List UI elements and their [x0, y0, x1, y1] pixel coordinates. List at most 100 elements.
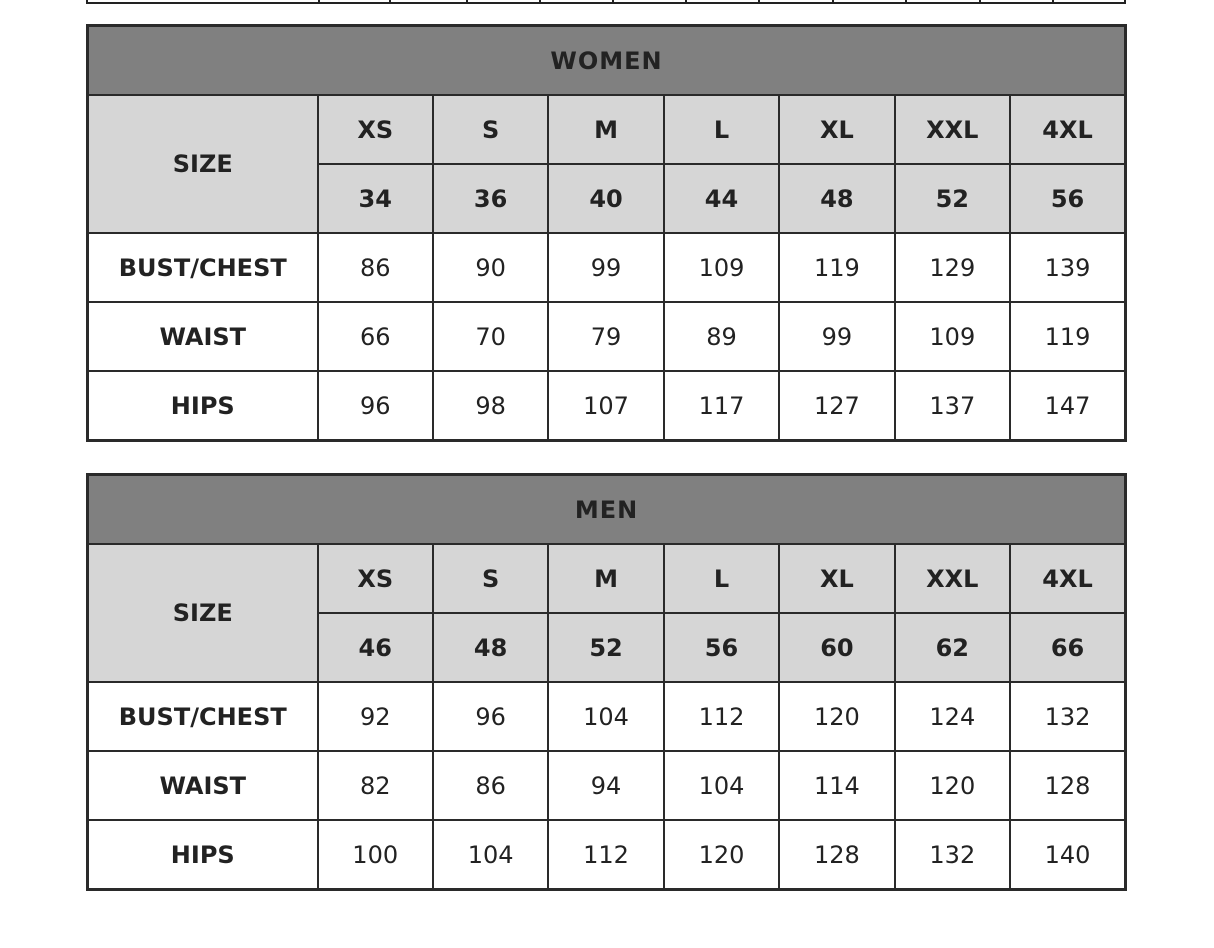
size-label: SIZE	[86, 94, 319, 234]
measurement-cell: 96	[431, 681, 550, 752]
measurement-cell: 119	[1009, 301, 1127, 372]
column-divider	[318, 0, 320, 2]
column-divider	[979, 0, 981, 2]
measurement-cell: 96	[316, 370, 434, 442]
measurement-cell: 112	[547, 819, 665, 891]
measurement-cell: 139	[1009, 232, 1127, 303]
size-letter: L	[662, 94, 781, 165]
measurement-cell: 86	[431, 750, 550, 821]
table-row: BUST/CHEST 86 90 99 109 119 129 139	[86, 232, 1127, 303]
size-letter: S	[431, 94, 550, 165]
size-number: 48	[778, 163, 896, 234]
column-divider	[539, 0, 541, 2]
measurement-cell: 104	[662, 750, 781, 821]
row-label: WAIST	[86, 750, 319, 821]
column-divider	[466, 0, 468, 2]
measurement-cell: 109	[893, 301, 1012, 372]
size-letter: 4XL	[1009, 94, 1127, 165]
table-title: MEN	[86, 473, 1127, 545]
size-letter: XS	[316, 94, 434, 165]
size-table-women: WOMEN SIZE XS S M L XL XXL 4XL 34 36 40 44 48 52 56 B…	[86, 24, 1127, 442]
row-label: HIPS	[86, 370, 319, 442]
measurement-cell: 132	[893, 819, 1012, 891]
column-divider	[685, 0, 687, 2]
column-divider	[832, 0, 834, 2]
size-number: 66	[1009, 612, 1127, 683]
measurement-cell: 109	[662, 232, 781, 303]
size-letter: S	[431, 543, 550, 614]
previous-table-bottom-edge	[86, 0, 1126, 4]
measurement-cell: 104	[431, 819, 550, 891]
measurement-cell: 147	[1009, 370, 1127, 442]
row-label: BUST/CHEST	[86, 681, 319, 752]
size-number: 56	[662, 612, 781, 683]
measurement-cell: 90	[431, 232, 550, 303]
table-row: WAIST 66 70 79 89 99 109 119	[86, 301, 1127, 372]
measurement-cell: 104	[547, 681, 665, 752]
measurement-cell: 94	[547, 750, 665, 821]
size-table-men: MEN SIZE XS S M L XL XXL 4XL 46 48 52 56 60 62 66 BUS…	[86, 473, 1127, 891]
measurement-cell: 120	[662, 819, 781, 891]
size-label: SIZE	[86, 543, 319, 683]
measurement-cell: 112	[662, 681, 781, 752]
measurement-cell: 117	[662, 370, 781, 442]
size-letter: 4XL	[1009, 543, 1127, 614]
column-divider	[1052, 0, 1054, 2]
table-row: BUST/CHEST 92 96 104 112 120 124 132	[86, 681, 1127, 752]
size-letter: M	[547, 543, 665, 614]
measurement-cell: 86	[316, 232, 434, 303]
measurement-cell: 99	[778, 301, 896, 372]
measurement-cell: 89	[662, 301, 781, 372]
size-letter: XXL	[893, 94, 1012, 165]
measurement-cell: 119	[778, 232, 896, 303]
size-number: 56	[1009, 163, 1127, 234]
measurement-cell: 98	[431, 370, 550, 442]
measurement-cell: 107	[547, 370, 665, 442]
row-label: BUST/CHEST	[86, 232, 319, 303]
measurement-cell: 132	[1009, 681, 1127, 752]
table-row: HIPS 100 104 112 120 128 132 140	[86, 819, 1127, 891]
size-number: 40	[547, 163, 665, 234]
measurement-cell: 127	[778, 370, 896, 442]
table-row: WAIST 82 86 94 104 114 120 128	[86, 750, 1127, 821]
measurement-cell: 114	[778, 750, 896, 821]
column-divider	[758, 0, 760, 2]
row-label: WAIST	[86, 301, 319, 372]
measurement-cell: 140	[1009, 819, 1127, 891]
column-divider	[905, 0, 907, 2]
size-number: 44	[662, 163, 781, 234]
measurement-cell: 99	[547, 232, 665, 303]
measurement-cell: 129	[893, 232, 1012, 303]
size-number: 60	[778, 612, 896, 683]
size-letter: XS	[316, 543, 434, 614]
size-letter: XXL	[893, 543, 1012, 614]
measurement-cell: 120	[778, 681, 896, 752]
table-row: HIPS 96 98 107 117 127 137 147	[86, 370, 1127, 442]
size-number: 62	[893, 612, 1012, 683]
size-letter: L	[662, 543, 781, 614]
size-number: 48	[431, 612, 550, 683]
size-number: 34	[316, 163, 434, 234]
row-label: HIPS	[86, 819, 319, 891]
table-title: WOMEN	[86, 24, 1127, 96]
measurement-cell: 79	[547, 301, 665, 372]
size-number: 52	[547, 612, 665, 683]
size-number: 52	[893, 163, 1012, 234]
measurement-cell: 137	[893, 370, 1012, 442]
size-letter: XL	[778, 94, 896, 165]
measurement-cell: 128	[1009, 750, 1127, 821]
size-number: 46	[316, 612, 434, 683]
size-letter: M	[547, 94, 665, 165]
size-letter: XL	[778, 543, 896, 614]
measurement-cell: 124	[893, 681, 1012, 752]
measurement-cell: 128	[778, 819, 896, 891]
measurement-cell: 92	[316, 681, 434, 752]
measurement-cell: 82	[316, 750, 434, 821]
column-divider	[612, 0, 614, 2]
column-divider	[389, 0, 391, 2]
size-number: 36	[431, 163, 550, 234]
measurement-cell: 70	[431, 301, 550, 372]
measurement-cell: 100	[316, 819, 434, 891]
measurement-cell: 120	[893, 750, 1012, 821]
measurement-cell: 66	[316, 301, 434, 372]
